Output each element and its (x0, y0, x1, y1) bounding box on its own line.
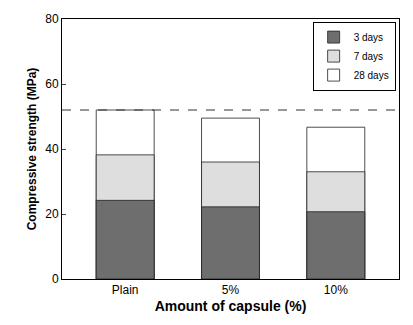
svg-text:60: 60 (45, 77, 59, 91)
svg-text:Compressive strength (MPa): Compressive strength (MPa) (25, 68, 39, 231)
svg-text:Plain: Plain (112, 283, 139, 297)
svg-text:0: 0 (52, 272, 59, 286)
svg-text:10%: 10% (324, 283, 348, 297)
svg-text:80: 80 (45, 12, 59, 26)
svg-text:3 days: 3 days (354, 32, 383, 43)
svg-text:7 days: 7 days (354, 51, 383, 62)
svg-text:28 days: 28 days (354, 70, 389, 81)
svg-text:20: 20 (45, 207, 59, 221)
svg-text:40: 40 (45, 142, 59, 156)
svg-text:Amount of capsule (%): Amount of capsule (%) (155, 298, 307, 314)
svg-text:5%: 5% (222, 283, 240, 297)
